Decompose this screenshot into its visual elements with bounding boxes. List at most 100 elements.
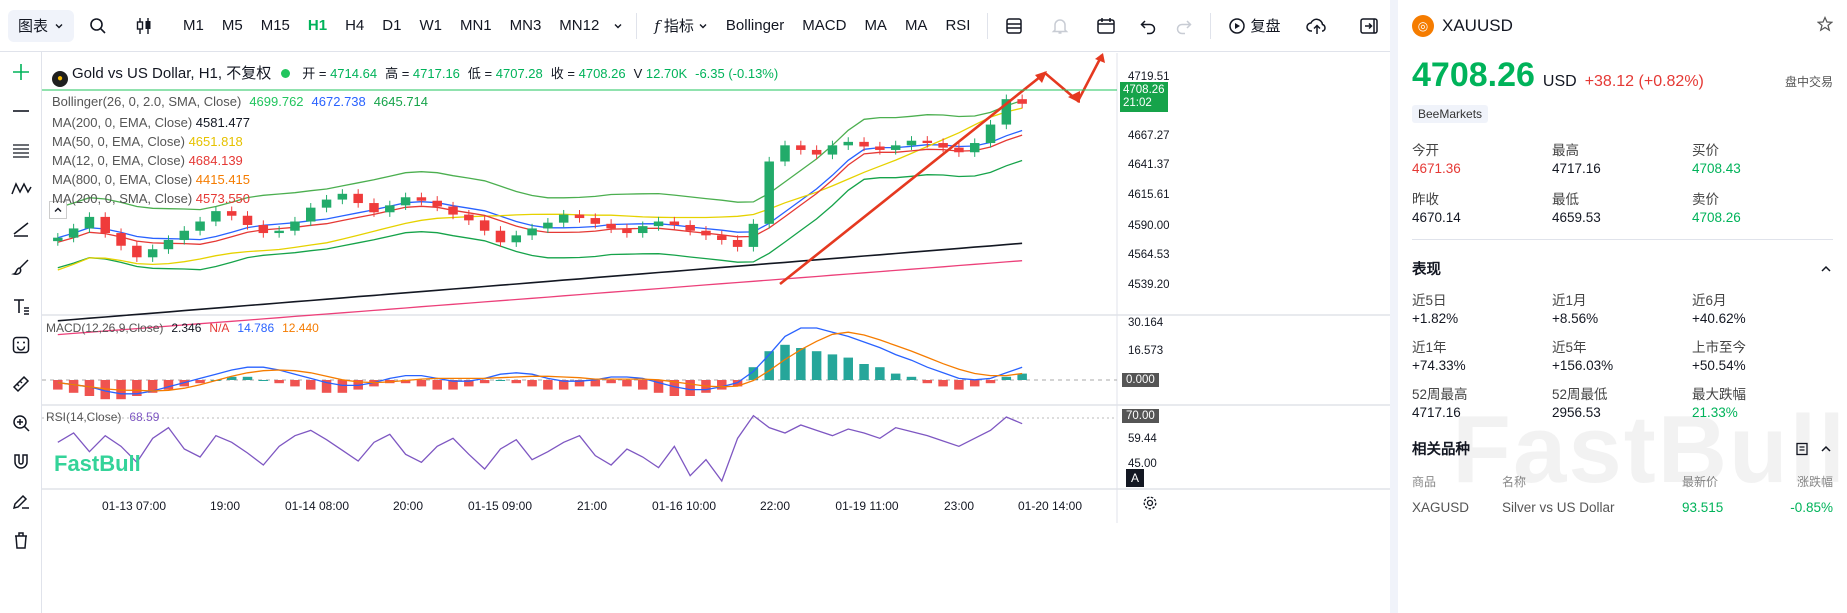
stat-cell: 卖价 4708.26 bbox=[1692, 188, 1832, 225]
ma-legend-row[interactable]: MA(800, 0, EMA, Close) 4415.415 bbox=[52, 172, 251, 187]
rsi-axis[interactable]: 59.44 45.00 bbox=[1128, 433, 1157, 470]
macd-histogram-bar bbox=[163, 380, 174, 390]
indicator-bollinger-button[interactable]: Bollinger bbox=[725, 17, 785, 34]
chart-canvas[interactable]: 4745.64 4719.51 4667.27 4641.37 4615.61 4590.… bbox=[42, 53, 1390, 613]
interval-h1[interactable]: H1 bbox=[307, 17, 328, 34]
related-row[interactable]: XAGUSD Silver vs US Dollar 93.515 -0.85% bbox=[1412, 500, 1833, 515]
candle-body bbox=[527, 228, 537, 236]
candle-body bbox=[495, 230, 506, 243]
pencil-lock-icon bbox=[12, 494, 29, 509]
interval-mn1[interactable]: MN1 bbox=[459, 17, 492, 34]
macd-histogram-bar bbox=[337, 380, 348, 393]
indicator-ma-button[interactable]: MA bbox=[904, 17, 928, 34]
ma-value: 4415.415 bbox=[195, 172, 251, 187]
ma-legend-row[interactable]: MA(50, 0, EMA, Close) 4651.818 bbox=[52, 134, 243, 149]
stat-value: 4671.36 bbox=[1412, 161, 1461, 176]
symbol-title[interactable]: ● Gold vs US Dollar, H1, 不复权 bbox=[52, 63, 271, 87]
price-tick-label: 4719.51 bbox=[1128, 71, 1170, 83]
crosshair-tool[interactable] bbox=[0, 52, 42, 91]
macd-histogram-bar bbox=[448, 380, 458, 390]
gold-icon: ● bbox=[52, 71, 68, 87]
stat-label: 近5年 bbox=[1552, 340, 1587, 355]
candle-body bbox=[780, 145, 790, 162]
fib-tool[interactable] bbox=[0, 130, 42, 169]
rsi-tick-label: 59.44 bbox=[1128, 433, 1157, 445]
macd-histogram-bar bbox=[242, 376, 253, 380]
rsi-legend[interactable]: RSI(14,Close) 68.59 bbox=[46, 410, 160, 424]
ma-legend-row[interactable]: MA(200, 0, EMA, Close) 4581.477 bbox=[52, 115, 251, 130]
zoom-tool[interactable] bbox=[0, 403, 42, 442]
user-drawn-arrows[interactable] bbox=[779, 53, 1105, 286]
stat-label: 52周最低 bbox=[1552, 387, 1608, 402]
interval-m1[interactable]: M1 bbox=[183, 17, 204, 34]
macd-histogram-bar bbox=[938, 380, 948, 387]
indicators-button[interactable]: f 指标 bbox=[645, 8, 717, 44]
macd-axis[interactable]: 30.164 16.573 bbox=[1128, 317, 1164, 357]
chart-area[interactable]: 4745.64 4719.51 4667.27 4641.37 4615.61 4590.… bbox=[42, 53, 1390, 613]
replay-button[interactable]: 复盘 bbox=[1219, 8, 1289, 44]
emoji-tool[interactable] bbox=[0, 325, 42, 364]
redo-button[interactable] bbox=[1166, 8, 1202, 44]
pattern-tool[interactable] bbox=[0, 169, 42, 208]
interval-h4[interactable]: H4 bbox=[345, 17, 365, 34]
favorite-button[interactable] bbox=[1816, 15, 1834, 37]
layout-button[interactable] bbox=[996, 8, 1032, 44]
chevron-down-icon bbox=[55, 23, 63, 28]
indicator-ma-button[interactable]: MA bbox=[864, 17, 887, 34]
interval-w1[interactable]: W1 bbox=[419, 17, 442, 34]
candle-body bbox=[796, 145, 806, 150]
ma-legend-row[interactable]: MA(200, 0, SMA, Close) 4573.550 bbox=[52, 191, 251, 206]
brush-tool[interactable] bbox=[0, 247, 42, 286]
smiley-icon bbox=[12, 336, 30, 353]
macd-histogram-bar bbox=[1017, 373, 1027, 380]
calendar-button[interactable] bbox=[1088, 8, 1124, 44]
candle-body bbox=[290, 221, 300, 231]
arrow-head bbox=[1095, 53, 1105, 63]
stat-value: +156.03% bbox=[1552, 358, 1614, 373]
indicator-rsi-button[interactable]: RSI bbox=[945, 17, 971, 34]
candle-body bbox=[1017, 99, 1027, 104]
related-name: Silver vs US Dollar bbox=[1502, 500, 1615, 515]
horizontal-line-tool[interactable] bbox=[0, 91, 42, 130]
ma-legend-row[interactable]: MA(12, 0, EMA, Close) 4684.139 bbox=[52, 153, 243, 168]
search-button[interactable] bbox=[80, 8, 116, 44]
cloud-save-button[interactable] bbox=[1299, 8, 1335, 44]
chart-type-button[interactable] bbox=[126, 8, 162, 44]
trend-tool[interactable] bbox=[0, 208, 42, 247]
performance-header[interactable]: 表现 bbox=[1412, 258, 1833, 279]
interval-mn12[interactable]: MN12 bbox=[559, 17, 600, 34]
collapse-panel-button[interactable] bbox=[1351, 8, 1387, 44]
alert-button[interactable] bbox=[1042, 8, 1078, 44]
broker-tag[interactable]: BeeMarkets bbox=[1412, 105, 1489, 123]
list-icon[interactable] bbox=[1795, 442, 1809, 456]
chart-toolbar: 图表 M1 M5 M15 H1 H4 D1 W1 MN1 MN3 MN12 f 指标 Bollin… bbox=[0, 0, 1390, 52]
text-tool[interactable] bbox=[0, 286, 42, 325]
price-axis[interactable]: 4745.64 4719.51 4667.27 4641.37 4615.61 4590.… bbox=[1128, 53, 1170, 291]
delete-drawings-tool[interactable] bbox=[0, 520, 42, 559]
macd-histogram-bar bbox=[84, 380, 95, 396]
undo-button[interactable] bbox=[1130, 8, 1166, 44]
last-price-value: 4708.26 bbox=[1123, 84, 1165, 96]
lock-drawings-tool[interactable] bbox=[0, 481, 42, 520]
chart-menu-button[interactable]: 图表 bbox=[8, 9, 75, 42]
auto-scale-button[interactable]: A bbox=[1126, 469, 1144, 487]
macd-histogram-bar bbox=[400, 380, 411, 384]
settings-button[interactable] bbox=[1142, 495, 1158, 516]
magnet-tool[interactable] bbox=[0, 442, 42, 481]
interval-m5[interactable]: M5 bbox=[221, 17, 243, 34]
related-header[interactable]: 相关品种 bbox=[1412, 438, 1833, 459]
star-icon bbox=[1816, 15, 1834, 32]
indicator-macd-button[interactable]: MACD bbox=[802, 17, 847, 34]
macd-legend[interactable]: MACD(12,26,9,Close) 2.346 N/A 14.786 12.… bbox=[46, 321, 319, 335]
price-tick-label: 4667.27 bbox=[1128, 130, 1170, 142]
collapse-legend-button[interactable] bbox=[49, 201, 67, 219]
time-axis[interactable]: 01-13 07:00 19:00 01-14 08:00 20:00 01-15 09… bbox=[102, 499, 1082, 513]
interval-m15[interactable]: M15 bbox=[260, 17, 290, 34]
ruler-tool[interactable] bbox=[0, 364, 42, 403]
bollinger-legend[interactable]: Bollinger(26, 0, 2.0, SMA, Close) 4699.7… bbox=[52, 91, 778, 113]
interval-d1[interactable]: D1 bbox=[382, 17, 402, 34]
symbol-legend-row[interactable]: ● Gold vs US Dollar, H1, 不复权 开 = 4714.64 … bbox=[52, 63, 778, 87]
macd-histogram-bar bbox=[527, 380, 537, 387]
interval-mn3[interactable]: MN3 bbox=[509, 17, 542, 34]
more-intervals-button[interactable] bbox=[608, 8, 628, 44]
